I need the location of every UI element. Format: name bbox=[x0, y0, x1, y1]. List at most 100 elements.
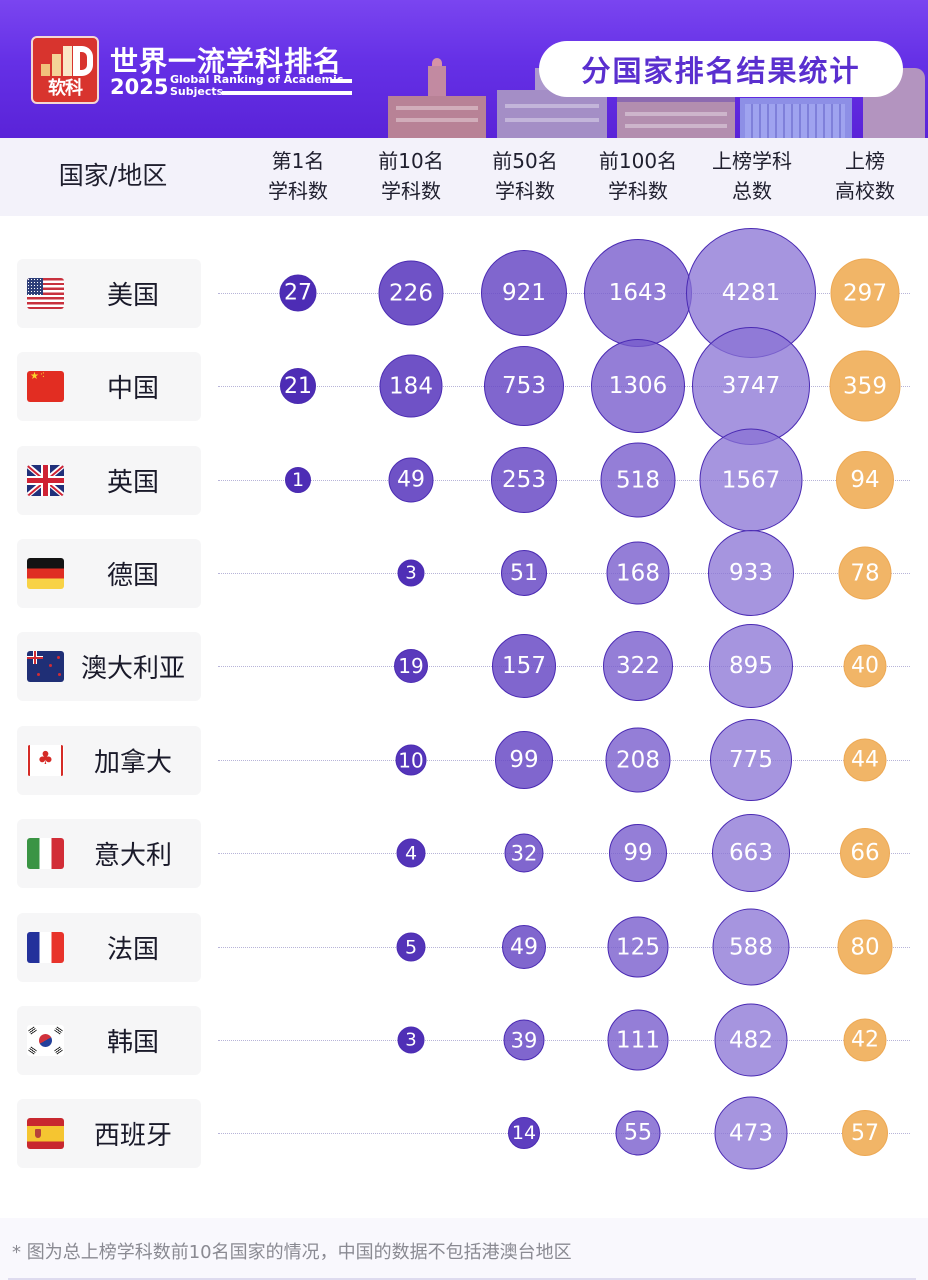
country-cell: 法国 bbox=[17, 913, 201, 982]
table-header: 国家/地区 第1名 学科数 前10名 学科数 前50名 学科数 前100名 学科… bbox=[0, 138, 928, 216]
kr-flag-icon bbox=[27, 1025, 64, 1056]
header-top1-line2: 学科数 bbox=[268, 179, 328, 203]
table-row: 美国 27 226 921 1643 4281 297 bbox=[0, 228, 928, 358]
country-cell: 西班牙 bbox=[17, 1099, 201, 1168]
uk-flag-icon bbox=[27, 465, 64, 496]
bubble-universities: 359 bbox=[829, 350, 901, 422]
footnote: * 图为总上榜学科数前10名国家的情况，中国的数据不包括港澳台地区 bbox=[12, 1242, 572, 1263]
bubble-top100: 1643 bbox=[584, 239, 692, 347]
country-cell: 意大利 bbox=[17, 819, 201, 888]
table-row: 中国 21 184 753 1306 3747 359 bbox=[0, 327, 928, 445]
bubble-top50: 753 bbox=[484, 346, 564, 426]
header-top1-line1: 第1名 bbox=[271, 149, 325, 173]
header-univ-line2: 高校数 bbox=[835, 179, 895, 203]
brand-title: 世界一流学科排名 bbox=[110, 45, 343, 78]
bubble-top50: 921 bbox=[481, 250, 567, 336]
building-icon bbox=[388, 96, 486, 138]
building-icon bbox=[432, 58, 442, 66]
bubble-top50: 253 bbox=[491, 447, 557, 513]
bubble-top100: 55 bbox=[615, 1110, 661, 1156]
row-guide bbox=[218, 1133, 910, 1134]
bubble-total-subjects: 482 bbox=[714, 1003, 788, 1077]
building-icon bbox=[745, 104, 845, 138]
bubble-universities: 66 bbox=[840, 828, 890, 878]
bubble-top50: 39 bbox=[503, 1019, 545, 1061]
bubble-total-subjects: 588 bbox=[712, 908, 790, 986]
bubble-top50: 32 bbox=[504, 833, 544, 873]
bubble-top10: 3 bbox=[397, 559, 425, 587]
cn-flag-icon bbox=[27, 371, 64, 402]
country-cell: 中国 bbox=[17, 352, 201, 421]
bubble-top100: 322 bbox=[603, 631, 673, 701]
row-guide bbox=[218, 853, 910, 854]
building-icon bbox=[617, 92, 735, 102]
bubble-top100: 1306 bbox=[591, 339, 685, 433]
header-total-line1: 上榜学科 bbox=[712, 149, 792, 173]
logo-text: 软科 bbox=[48, 78, 83, 99]
table-row: 西班牙 14 55 473 57 bbox=[0, 1096, 928, 1170]
au-flag-icon bbox=[27, 651, 64, 682]
bubble-top100: 111 bbox=[607, 1009, 669, 1071]
bubble-total-subjects: 1567 bbox=[699, 428, 803, 532]
header-total-line2: 总数 bbox=[732, 179, 772, 203]
logo-bar-icon bbox=[52, 54, 61, 76]
country-cell: 加拿大 bbox=[17, 726, 201, 795]
header-univ-line1: 上榜 bbox=[845, 149, 885, 173]
bubble-top50: 51 bbox=[501, 550, 547, 596]
bubble-top50: 49 bbox=[502, 925, 546, 969]
es-flag-icon bbox=[27, 1118, 64, 1149]
bubble-top100: 518 bbox=[600, 442, 676, 518]
page-title: 分国家排名结果统计 bbox=[539, 41, 903, 97]
table-row: 意大利 4 32 99 663 66 bbox=[0, 814, 928, 892]
bubble-top10: 184 bbox=[379, 354, 443, 418]
table-row: 韩国 3 39 111 482 42 bbox=[0, 1003, 928, 1077]
bubble-top100: 99 bbox=[609, 824, 667, 882]
table-row: 加拿大 10 99 208 775 44 bbox=[0, 719, 928, 801]
brand-year: 2025 bbox=[110, 75, 169, 99]
bubble-top100: 208 bbox=[605, 727, 671, 793]
row-guide bbox=[218, 760, 910, 761]
table-row: 德国 3 51 168 933 78 bbox=[0, 530, 928, 616]
header-top10-line2: 学科数 bbox=[381, 179, 441, 203]
bubble-total-subjects: 775 bbox=[710, 719, 792, 801]
bubble-top10: 10 bbox=[395, 744, 427, 776]
country-name: 澳大利亚 bbox=[80, 654, 185, 684]
logo-bar-icon bbox=[63, 46, 72, 76]
bubble-top50: 157 bbox=[492, 634, 556, 698]
bubble-universities: 94 bbox=[836, 451, 894, 509]
country-cell: 美国 bbox=[17, 259, 201, 328]
it-flag-icon bbox=[27, 838, 64, 869]
bubble-top50: 99 bbox=[495, 731, 553, 789]
banner: 软科 世界一流学科排名 2025 Global Ranking of Acade… bbox=[0, 0, 928, 138]
country-cell: 英国 bbox=[17, 446, 201, 515]
bubble-top10: 226 bbox=[378, 260, 444, 326]
country-name: 韩国 bbox=[106, 1028, 159, 1058]
header-country: 国家/地区 bbox=[58, 161, 168, 190]
header-top100: 前100名 学科数 bbox=[583, 146, 693, 206]
country-name: 意大利 bbox=[93, 841, 172, 871]
shanghairanking-logo: 软科 bbox=[31, 36, 99, 104]
country-name: 德国 bbox=[106, 561, 159, 591]
row-guide bbox=[218, 947, 910, 948]
bubble-top1: 1 bbox=[285, 467, 311, 493]
bubble-top100: 168 bbox=[606, 541, 670, 605]
bubble-total-subjects: 933 bbox=[708, 530, 794, 616]
table-row: 英国 1 49 253 518 1567 94 bbox=[0, 428, 928, 532]
brand-subtitle: Global Ranking of Academic Subjects bbox=[170, 74, 360, 98]
table-row: 法国 5 49 125 588 80 bbox=[0, 908, 928, 986]
logo-r-icon bbox=[73, 46, 93, 76]
header-top10-line1: 前10名 bbox=[378, 149, 444, 173]
bubble-total-subjects: 895 bbox=[709, 624, 793, 708]
row-guide bbox=[218, 480, 910, 481]
bubble-universities: 297 bbox=[830, 258, 900, 328]
header-top50: 前50名 学科数 bbox=[475, 146, 575, 206]
bubble-top10: 5 bbox=[396, 932, 426, 962]
building-icon bbox=[617, 102, 735, 138]
header-universities: 上榜 高校数 bbox=[815, 146, 915, 206]
bubble-total-subjects: 473 bbox=[714, 1096, 788, 1170]
brand-underline bbox=[222, 91, 352, 95]
bubble-total-subjects: 663 bbox=[712, 814, 790, 892]
country-name: 西班牙 bbox=[93, 1121, 172, 1151]
bubble-top1: 21 bbox=[280, 368, 316, 404]
bubble-top50: 14 bbox=[508, 1117, 540, 1149]
